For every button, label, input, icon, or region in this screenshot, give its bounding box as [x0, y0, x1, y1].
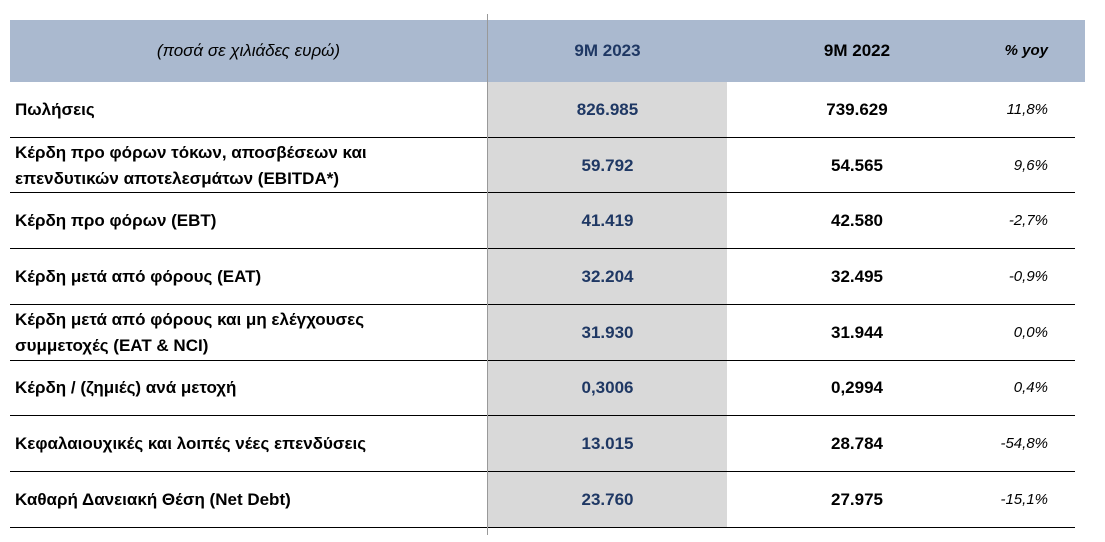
row-separator	[10, 303, 1075, 305]
value-9m-2022: 739.629	[826, 99, 888, 119]
value-9m-2022: 32.495	[831, 266, 883, 286]
row-label: Κέρδη προ φόρων τόκων, αποσβέσεων και επ…	[15, 142, 367, 188]
value-9m-2023: 23.760	[581, 489, 634, 509]
row-label: Κέρδη μετά από φόρους (EAT)	[15, 266, 262, 286]
value-yoy: -2,7%	[1008, 212, 1048, 230]
value-yoy: -54,8%	[1000, 435, 1048, 453]
row-separator	[10, 359, 1075, 361]
highlight-cell	[488, 471, 727, 528]
row-separator	[10, 470, 1075, 472]
value-yoy: 9,6%	[1013, 156, 1048, 174]
value-9m-2022: 42.580	[831, 211, 883, 231]
header-9m-2022: 9M 2022	[823, 41, 891, 60]
highlight-cell	[488, 360, 727, 417]
value-9m-2023: 59.792	[581, 155, 634, 175]
value-9m-2023: 32.204	[581, 266, 634, 286]
row-label: Καθαρή Δανειακή Θέση (Net Debt)	[15, 489, 291, 509]
value-9m-2023: 31.930	[581, 322, 634, 342]
header-yoy: % yoy	[1004, 42, 1048, 59]
header-unit-label: (ποσά σε χιλιάδες ευρώ)	[156, 41, 341, 60]
header-9m-2023: 9M 2023	[574, 41, 641, 60]
value-yoy: 0,0%	[1013, 323, 1048, 341]
value-9m-2022: 27.975	[831, 489, 883, 509]
row-separator	[10, 415, 1075, 417]
value-yoy: -15,1%	[1000, 490, 1048, 508]
row-label: Κέρδη προ φόρων (EBT)	[15, 211, 217, 231]
value-9m-2023: 0,3006	[581, 378, 634, 398]
row-label: Κέρδη μετά από φόρους και μη ελέγχουσες …	[15, 309, 365, 355]
highlight-cell	[488, 82, 727, 138]
value-9m-2022: 31.944	[831, 322, 883, 342]
value-yoy: 0,4%	[1013, 379, 1048, 397]
row-label: Πωλήσεις	[15, 99, 95, 119]
highlight-cell	[488, 137, 727, 194]
value-9m-2023: 41.419	[581, 211, 634, 231]
value-9m-2023: 826.985	[576, 99, 639, 119]
value-yoy: 11,8%	[1006, 100, 1048, 118]
highlight-cell	[488, 416, 727, 472]
header-background	[10, 20, 1085, 82]
value-9m-2022: 0,2994	[831, 378, 883, 398]
value-9m-2022: 28.784	[831, 434, 883, 454]
row-separator	[10, 526, 1075, 528]
highlight-cell	[488, 249, 727, 305]
row-separator	[10, 136, 1075, 138]
value-9m-2023: 13.015	[581, 434, 634, 454]
highlight-cell	[488, 304, 727, 361]
value-9m-2022: 54.565	[831, 155, 883, 175]
value-yoy: -0,9%	[1008, 267, 1048, 285]
column-divider	[487, 14, 488, 535]
row-label: Κέρδη / (ζημιές) ανά μετοχή	[15, 378, 237, 398]
row-separator	[10, 248, 1075, 250]
row-separator	[10, 192, 1075, 194]
row-label: Κεφαλαιουχικές και λοιπές νέες επενδύσει…	[15, 434, 367, 454]
highlight-cell	[488, 193, 727, 250]
